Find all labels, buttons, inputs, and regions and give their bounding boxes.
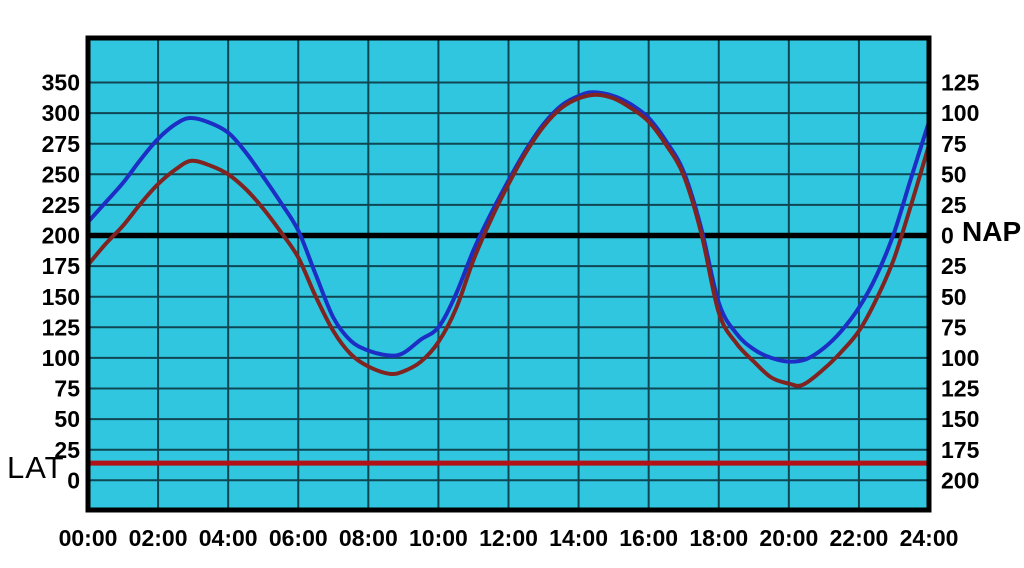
left-tick-label: 175: [42, 253, 81, 279]
red-curve: [86, 92, 931, 388]
left-tick-label: 225: [42, 192, 81, 218]
left-tick-label: 200: [42, 223, 80, 249]
left-tick-label: 250: [42, 161, 80, 187]
right-tick-label: 125: [941, 376, 980, 402]
x-tick-label: 16:00: [619, 525, 678, 551]
right-tick-label: 75: [941, 131, 967, 157]
x-tick-label: 04:00: [199, 525, 258, 551]
left-tick-label: 0: [67, 467, 80, 493]
x-tick-label: 18:00: [689, 525, 748, 551]
right-tick-label: 175: [941, 437, 980, 463]
left-tick-label: 125: [42, 314, 81, 340]
right-tick-label: 25: [941, 192, 967, 218]
right-tick-label: 0: [941, 223, 954, 249]
x-tick-label: 22:00: [830, 525, 889, 551]
left-tick-label: 275: [42, 131, 81, 157]
nap-datum-label: NAP: [962, 216, 1022, 247]
right-tick-label: 100: [941, 100, 979, 126]
left-tick-label: 25: [54, 437, 80, 463]
right-tick-label: 75: [941, 314, 967, 340]
x-tick-label: 24:00: [900, 525, 959, 551]
x-tick-label: 02:00: [129, 525, 188, 551]
x-tick-label: 06:00: [269, 525, 328, 551]
left-tick-label: 150: [42, 284, 80, 310]
x-tick-label: 08:00: [339, 525, 398, 551]
right-tick-label: 200: [941, 467, 979, 493]
left-tick-label: 50: [54, 406, 80, 432]
left-tick-label: 300: [42, 100, 80, 126]
right-tick-label: 150: [941, 406, 979, 432]
left-tick-label: 350: [42, 70, 80, 96]
x-tick-label: 14:00: [549, 525, 608, 551]
right-tick-label: 100: [941, 345, 979, 371]
plot-border: [85, 35, 932, 513]
right-tick-label: 50: [941, 161, 967, 187]
right-tick-label: 125: [941, 70, 980, 96]
right-tick-label: 25: [941, 253, 967, 279]
x-tick-label: 00:00: [59, 525, 118, 551]
left-tick-label: 100: [42, 345, 80, 371]
right-tick-label: 50: [941, 284, 967, 310]
left-tick-label: 75: [54, 376, 80, 402]
x-tick-label: 20:00: [759, 525, 818, 551]
lat-datum-label: LAT: [7, 450, 65, 485]
x-tick-label: 12:00: [479, 525, 538, 551]
x-tick-label: 10:00: [409, 525, 468, 551]
